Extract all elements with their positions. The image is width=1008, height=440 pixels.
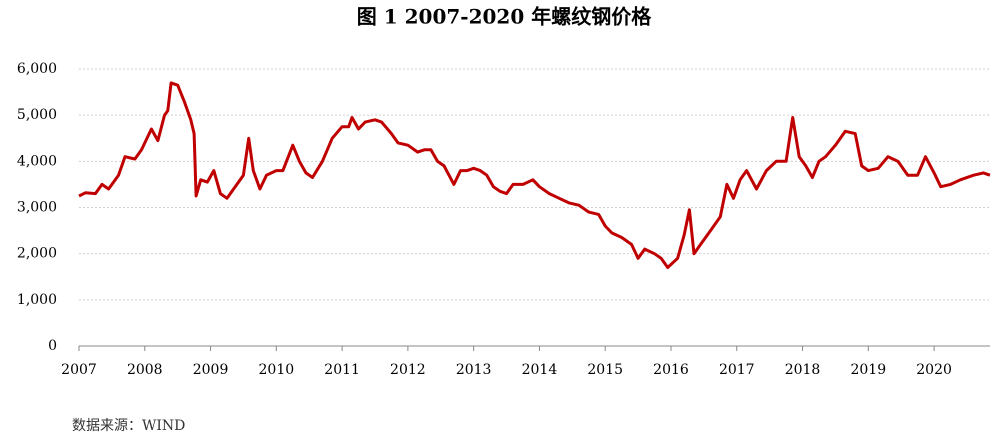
x-tick-label: 2014 xyxy=(522,362,558,378)
x-tick-label: 2007 xyxy=(61,362,97,378)
line-series xyxy=(78,81,991,269)
x-tick-label: 2008 xyxy=(127,362,163,378)
chart-title: 图 1 2007-2020 年螺纹钢价格 xyxy=(357,5,652,29)
x-tick-label: 2018 xyxy=(785,362,821,378)
y-tick-label: 2,000 xyxy=(17,246,57,262)
y-tick-label: 0 xyxy=(48,338,57,354)
x-tick-label: 2012 xyxy=(390,362,426,378)
x-tick-label: 2010 xyxy=(259,362,295,378)
x-tick-label: 2009 xyxy=(193,362,229,378)
x-tick-label: 2013 xyxy=(456,362,492,378)
y-tick-label: 6,000 xyxy=(17,61,57,77)
x-tick-label: 2015 xyxy=(587,362,623,378)
y-tick-label: 1,000 xyxy=(17,292,57,308)
x-tick-label: 2019 xyxy=(850,362,886,378)
y-tick-label: 4,000 xyxy=(17,153,57,169)
source-note: 数据来源：WIND xyxy=(72,418,185,434)
y-tick-label: 3,000 xyxy=(17,200,57,216)
y-tick-label: 5,000 xyxy=(17,107,57,123)
x-tick-label: 2011 xyxy=(324,362,360,378)
x-tick-label: 2017 xyxy=(719,362,755,378)
x-tick-label: 2016 xyxy=(653,362,689,378)
x-tick-label: 2020 xyxy=(916,362,952,378)
